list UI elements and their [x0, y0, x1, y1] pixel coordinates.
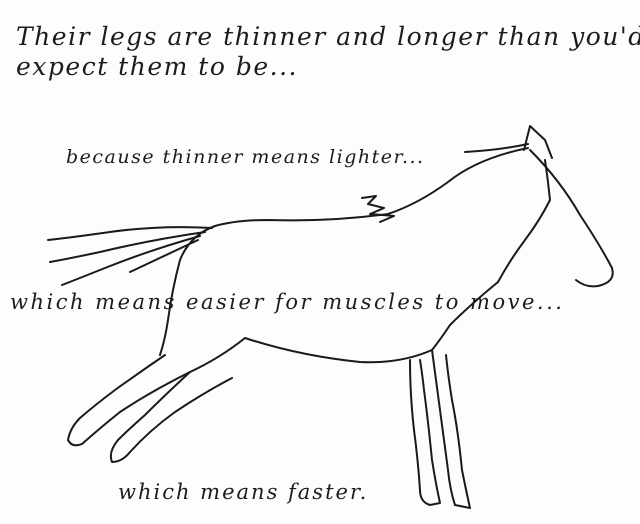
caption-line-1: Their legs are thinner and longer than y… [16, 22, 640, 51]
caption-line-5: which means faster. [118, 480, 369, 504]
horse-front-leg-1 [431, 349, 471, 509]
horse-tail-2 [49, 231, 206, 263]
caption-line-3: because thinner means lighter... [66, 146, 425, 168]
caption-line-4: which means easier for muscles to move..… [10, 290, 565, 314]
horse-tail-3 [61, 235, 201, 286]
horse-hind-leg-2 [109, 371, 233, 463]
horse-tail-4 [129, 239, 199, 273]
horse-throat [497, 159, 551, 283]
horse-face [529, 149, 614, 288]
horse-tail-1 [47, 226, 213, 241]
horse-hind-leg-1 [67, 337, 246, 447]
horse-mane [464, 143, 529, 153]
horse-belly [244, 337, 433, 364]
horse-front-leg-2 [409, 359, 441, 506]
horse-ear [523, 125, 553, 159]
caption-line-2: expect them to be... [16, 52, 298, 81]
horse-rump [159, 225, 216, 356]
horse-back [214, 147, 529, 227]
back-squiggle [361, 195, 395, 223]
horse-chest [431, 281, 499, 351]
